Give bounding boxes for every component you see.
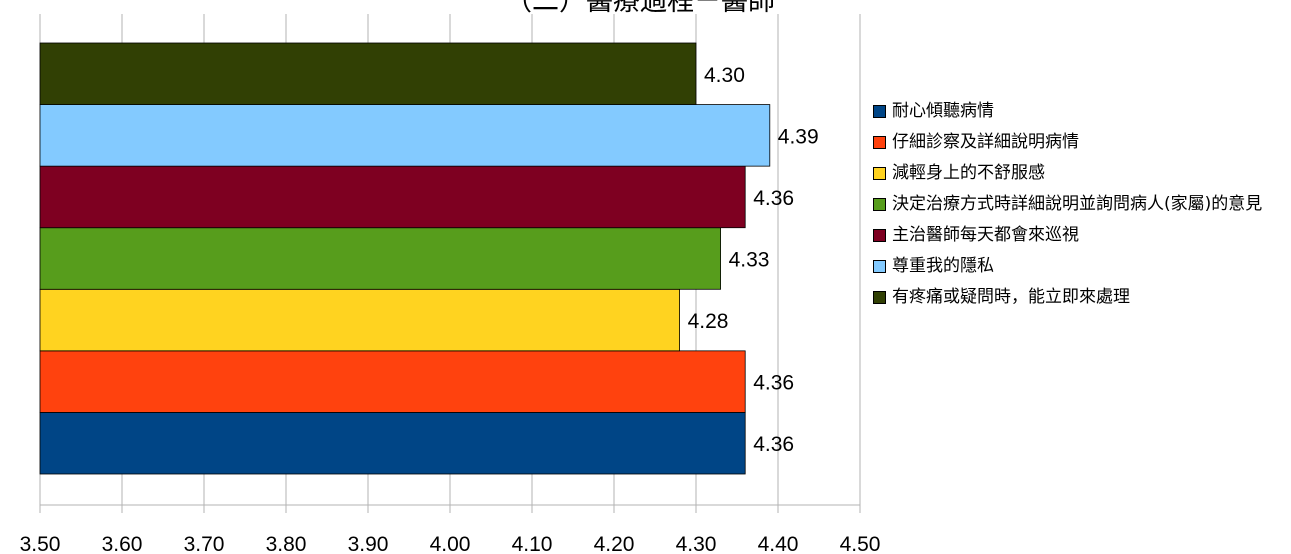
legend-item: 減輕身上的不舒服感	[873, 162, 1283, 184]
legend-label: 減輕身上的不舒服感	[892, 163, 1045, 183]
x-tick-label: 3.70	[184, 533, 225, 554]
bar-data-label: 4.28	[688, 310, 729, 333]
bars: 4.36 4.36 4.28 4.33 4.36 4.39 4.30	[39, 42, 819, 475]
bar-data-label: 4.36	[753, 372, 794, 395]
bar	[39, 288, 680, 352]
legend-item: 決定治療方式時詳細說明並詢問病人(家屬)的意見	[873, 193, 1283, 215]
bar	[39, 42, 697, 105]
bar	[39, 350, 746, 413]
legend-item: 有疼痛或疑問時，能立即來處理	[873, 286, 1283, 308]
x-tick-label: 3.60	[102, 533, 143, 554]
x-tick-label: 4.30	[676, 533, 717, 554]
legend-swatch	[873, 198, 886, 211]
bar	[39, 104, 771, 167]
x-tick-label: 3.90	[348, 533, 389, 554]
chart-title: （二）醫療過程－醫師	[505, 0, 775, 17]
legend: 耐心傾聽病情仔細診察及詳細說明病情 減輕身上的不舒服感決定治療方式時詳細說明並詢問…	[873, 100, 1283, 317]
bar-data-label: 4.33	[729, 249, 770, 272]
bar	[39, 412, 746, 475]
legend-swatch	[873, 105, 886, 118]
legend-label: 尊重我的隱私	[892, 256, 994, 276]
legend-item: 尊重我的隱私	[873, 255, 1283, 277]
bar-data-label: 4.30	[704, 64, 745, 87]
legend-swatch	[873, 136, 886, 149]
x-axis: 3.50 3.60 3.70 3.80 3.90 4.00 4.10 4.20 4.30 4.40…	[20, 504, 881, 554]
legend-label: 決定治療方式時詳細說明並詢問病人(家屬)的意見	[892, 194, 1263, 214]
bar	[39, 227, 721, 290]
x-tick-label: 4.20	[594, 533, 635, 554]
legend-item: 主治醫師每天都會來巡視	[873, 224, 1283, 246]
x-tick-label: 4.50	[840, 533, 881, 554]
legend-item: 耐心傾聽病情	[873, 100, 1283, 122]
legend-label: 有疼痛或疑問時，能立即來處理	[892, 287, 1130, 307]
legend-label: 耐心傾聽病情	[892, 101, 994, 121]
legend-swatch	[873, 260, 886, 273]
x-tick-label: 4.40	[758, 533, 799, 554]
legend-item: 仔細診察及詳細說明病情	[873, 131, 1283, 153]
bar-data-label: 4.36	[753, 433, 794, 456]
bar-data-label: 4.39	[778, 125, 819, 148]
bar-data-label: 4.36	[753, 187, 794, 210]
legend-label: 主治醫師每天都會來巡視	[892, 225, 1079, 245]
legend-swatch	[873, 167, 886, 180]
legend-swatch	[873, 291, 886, 304]
bar	[39, 165, 746, 229]
x-tick-label: 3.50	[20, 533, 61, 554]
legend-swatch	[873, 229, 886, 242]
x-tick-label: 4.10	[512, 533, 553, 554]
x-tick-label: 4.00	[430, 533, 471, 554]
x-tick-label: 3.80	[266, 533, 307, 554]
legend-label: 仔細診察及詳細說明病情	[892, 132, 1079, 152]
